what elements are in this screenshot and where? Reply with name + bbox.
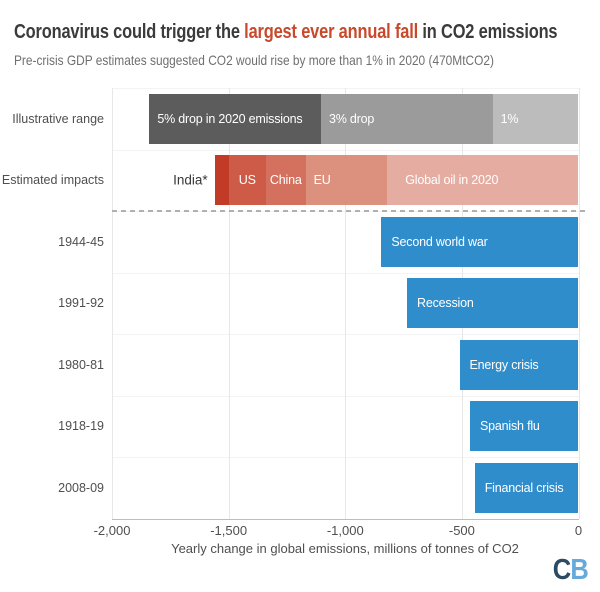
bar-label-5-drop-in-2020-emissions: 5% drop in 2020 emissions [157,111,303,126]
bar-segment-5-drop-in-2020-emissions: 5% drop in 2020 emissions [149,93,321,144]
row-label-2008-09: 2008-09 [58,480,104,495]
title-highlight: largest ever annual fall [244,21,418,43]
bar-energy-crisis: Energy crisis [459,339,579,390]
bar-recession: Recession [407,278,579,329]
v-gridline-1-500 [228,88,230,519]
bar-label-second-world-war: Second world war [391,234,488,249]
bar-segment-global-oil-in-2020: Global oil in 2020 [387,155,579,206]
x-tick-label-1-500: -1,500 [210,522,248,538]
row-label-1918-19: 1918-19 [58,419,104,434]
bar-segment-1: 1% [492,93,579,144]
page-title: Coronavirus could trigger the largest ev… [14,21,558,44]
row-label-illustrative-range: Illustrative range [12,111,104,126]
bar-segment-3-drop: 3% drop [320,93,493,144]
bar-label-3-drop: 3% drop [328,111,375,126]
x-tick-label-2-000: -2,000 [93,522,131,538]
carbonbrief-logo: CB [552,554,589,587]
row-label-1944-45: 1944-45 [58,234,104,249]
bar-label-india: India* [173,172,208,188]
bar-label-us: US [238,173,256,188]
row-label-estimated-impacts: Estimated impacts [1,173,104,188]
bar-segment-us: US [228,155,266,206]
v-gridline-0 [578,88,580,519]
bar-segment-eu: EU [305,155,388,206]
logo-letter-b: B [570,554,588,586]
bar-label-recession: Recession [417,296,474,311]
bar-label-1: 1% [500,111,519,126]
bar-label-global-oil-in-2020: Global oil in 2020 [405,173,499,188]
bar-financial-crisis: Financial crisis [474,462,579,513]
v-gridline-2-000 [112,88,113,519]
bar-label-energy-crisis: Energy crisis [469,357,539,372]
bar-label-spanish-flu: Spanish flu [480,419,540,434]
title-suffix: in CO2 emissions [417,21,558,43]
bar-spanish-flu: Spanish flu [470,401,579,452]
x-tick-label-500: -500 [448,522,475,538]
x-axis-line [112,518,579,520]
v-gridline-1-000 [345,88,347,519]
title-prefix: Coronavirus could trigger the [14,21,245,43]
x-axis-title: Yearly change in global emissions, milli… [171,541,519,556]
logo-letter-c: C [552,554,571,586]
row-label-1980-81: 1980-81 [58,357,104,372]
bar-segment-india [214,155,229,206]
bar-segment-china: China [265,155,306,206]
range-impacts-separator [112,210,585,212]
bar-label-eu: EU [313,173,331,188]
bar-label-china: China [269,173,302,188]
x-tick-label-1-000: -1,000 [326,522,364,538]
chart-subtitle: Pre-crisis GDP estimates suggested CO2 w… [14,52,494,68]
bar-label-financial-crisis: Financial crisis [484,480,564,495]
x-tick-label-0: 0 [574,522,583,538]
row-label-1991-92: 1991-92 [58,296,104,311]
bar-second-world-war: Second world war [381,216,579,267]
